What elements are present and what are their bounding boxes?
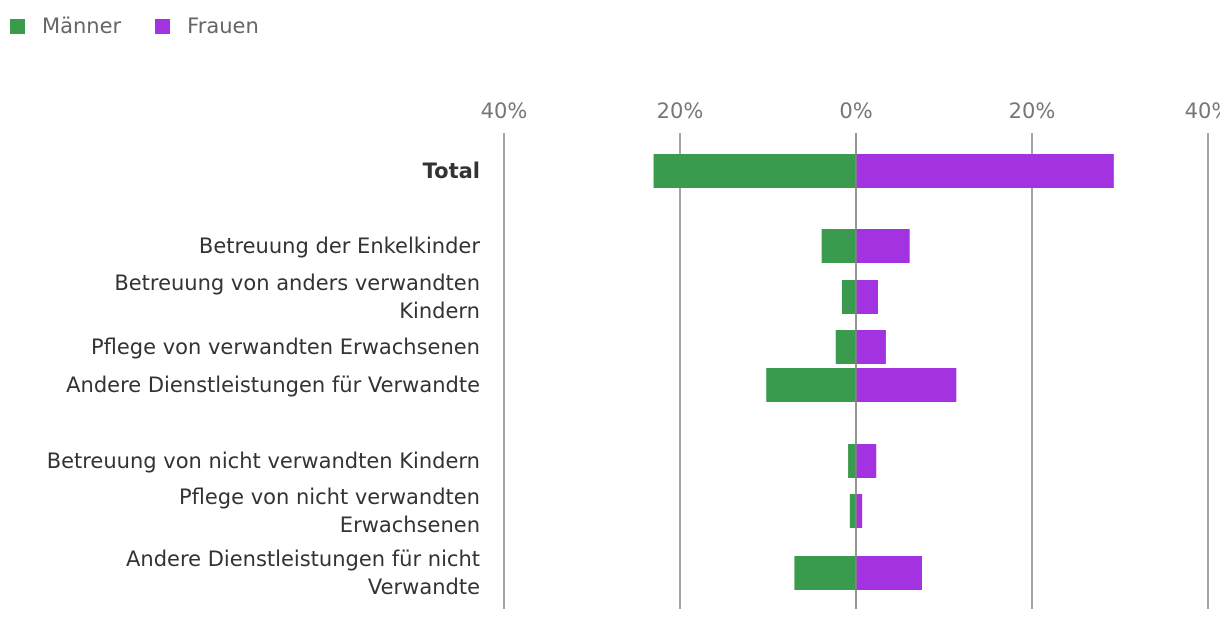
- category-label-3: Pflege von verwandten Erwachsenen: [91, 335, 480, 359]
- bar-maenner-5: [848, 444, 856, 478]
- bar-maenner-2: [841, 280, 856, 314]
- category-label-line: Betreuung der Enkelkinder: [199, 234, 480, 258]
- bar-frauen-6: [856, 494, 863, 528]
- category-label-4: Andere Dienstleistungen für Verwandte: [66, 373, 480, 397]
- bar-frauen-3: [856, 330, 886, 364]
- bar-frauen-5: [856, 444, 877, 478]
- bar-frauen-2: [856, 280, 878, 314]
- category-label-6: Pflege von nicht verwandten Erwachsenen: [179, 485, 480, 537]
- bar-maenner-1: [821, 229, 856, 263]
- category-label-1: Betreuung der Enkelkinder: [199, 234, 480, 258]
- bar-frauen-1: [856, 229, 910, 263]
- category-label-7: Andere Dienstleistungen für nicht Verwand…: [126, 547, 480, 599]
- tick-label-3: 20%: [1009, 99, 1056, 123]
- category-label-line: Andere Dienstleistungen für Verwandte: [66, 373, 480, 397]
- legend-item-frauen[interactable]: Frauen: [155, 14, 259, 38]
- bar-maenner-7: [794, 556, 856, 590]
- category-label-line: Betreuung von nicht verwandten Kindern: [47, 449, 480, 473]
- tick-label-1: 20%: [657, 99, 704, 123]
- legend-swatch-frauen: [155, 18, 171, 34]
- category-label-line: Verwandte: [368, 575, 480, 599]
- legend-label-maenner: Männer: [42, 14, 122, 38]
- bar-frauen-0: [856, 154, 1114, 188]
- tick-label-2: 0%: [839, 99, 872, 123]
- bar-maenner-0: [653, 154, 856, 188]
- category-label-line: Total: [423, 159, 480, 183]
- category-label-line: Andere Dienstleistungen für nicht: [126, 547, 480, 571]
- category-label-5: Betreuung von nicht verwandten Kindern: [47, 449, 480, 473]
- tick-label-4: 40%: [1185, 99, 1220, 123]
- category-label-line: Pflege von verwandten Erwachsenen: [91, 335, 480, 359]
- bar-frauen-7: [856, 556, 922, 590]
- category-label-line: Erwachsenen: [340, 513, 480, 537]
- bar-maenner-6: [849, 494, 856, 528]
- tick-label-0: 40%: [481, 99, 528, 123]
- category-label-2: Betreuung von anders verwandten Kindern: [114, 271, 480, 323]
- legend-swatch-maenner: [10, 18, 25, 34]
- bar-maenner-4: [766, 368, 856, 402]
- category-label-line: Pflege von nicht verwandten: [179, 485, 480, 509]
- bar-frauen-4: [856, 368, 957, 402]
- category-label-line: Kindern: [399, 299, 480, 323]
- category-label-0: Total: [423, 159, 480, 183]
- category-label-line: Betreuung von anders verwandten: [114, 271, 480, 295]
- bar-maenner-3: [835, 330, 856, 364]
- legend: Männer Frauen: [10, 12, 293, 40]
- legend-label-frauen: Frauen: [187, 14, 259, 38]
- legend-item-maenner[interactable]: Männer: [10, 14, 121, 38]
